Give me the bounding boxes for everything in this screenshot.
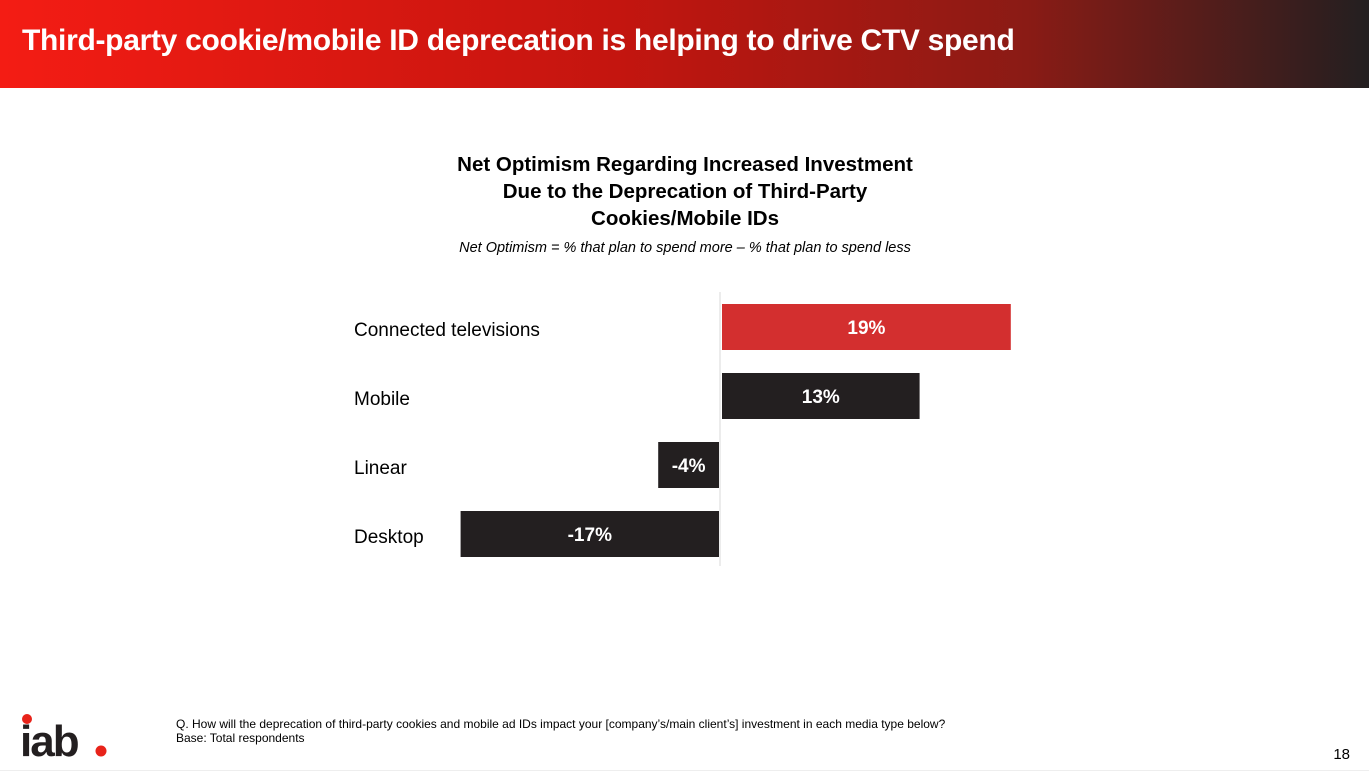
data-label: 13% <box>802 387 840 408</box>
bar-mobile <box>722 373 920 419</box>
survey-question: Q. How will the deprecation of third-par… <box>176 717 946 731</box>
category-label: Desktop <box>354 527 424 548</box>
bar-desktop <box>460 511 719 557</box>
category-label: Mobile <box>354 389 410 410</box>
bar-linear <box>658 442 719 488</box>
slide-title: Third-party cookie/mobile ID deprecation… <box>22 24 1015 57</box>
svg-text:iab: iab <box>20 717 79 760</box>
category-label: Linear <box>354 458 407 479</box>
footer-note: Q. How will the deprecation of third-par… <box>176 717 945 745</box>
survey-base: Base: Total respondents <box>176 731 305 745</box>
iab-logo: iab <box>20 712 110 766</box>
bottom-divider <box>0 770 1369 771</box>
header-banner: Third-party cookie/mobile ID deprecation… <box>0 0 1369 88</box>
category-label: Connected televisions <box>354 320 540 341</box>
data-label: -4% <box>672 456 706 477</box>
data-label: -17% <box>568 525 612 546</box>
chart-title-line-3: Cookies/Mobile IDs <box>591 207 779 230</box>
bar-connected-televisions <box>722 304 1011 350</box>
page-number: 18 <box>1333 746 1350 763</box>
chart-subtitle: Net Optimism = % that plan to spend more… <box>459 240 911 256</box>
data-label: 19% <box>847 318 885 339</box>
chart-title-line-1: Net Optimism Regarding Increased Investm… <box>457 153 913 176</box>
chart-title-line-2: Due to the Deprecation of Third-Party <box>502 180 868 203</box>
chart-title: Net Optimism Regarding Increased Investm… <box>385 151 985 232</box>
